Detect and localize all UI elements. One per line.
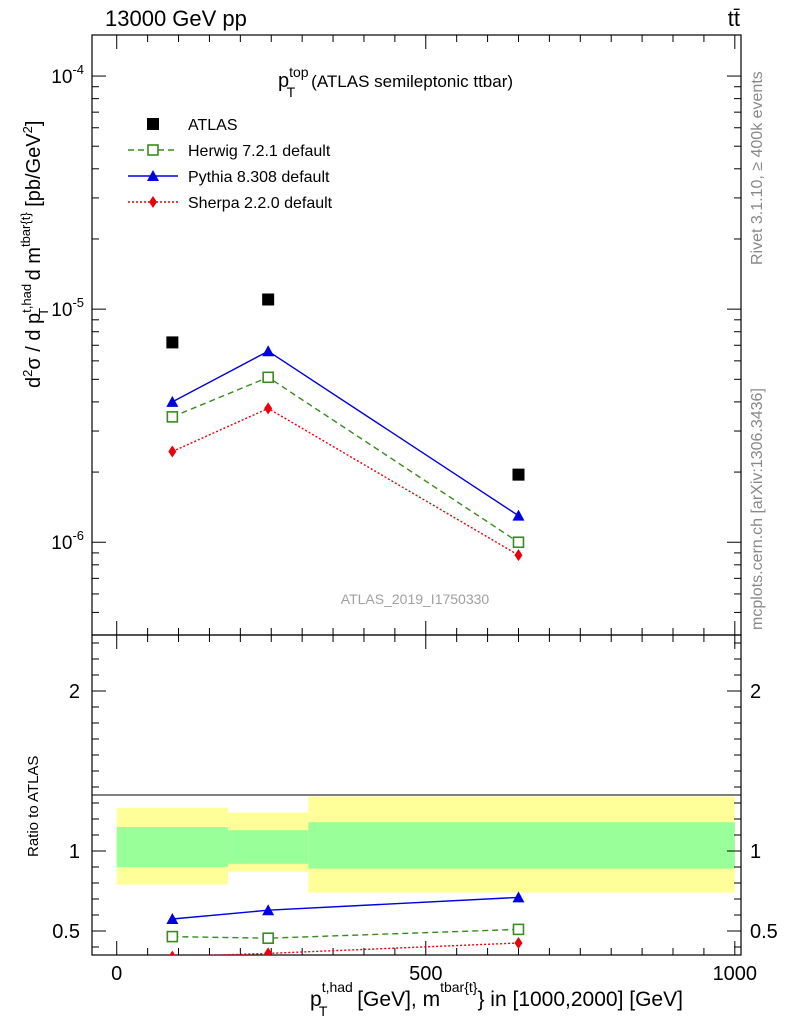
sherpa-point [168,445,177,458]
legend-herwig-marker [147,144,159,156]
x-tick-label: 1000 [713,963,758,985]
plot-title: ptop T(ATLAS semileptonic ttbar) [278,64,513,100]
legend-atlas-label: ATLAS [188,117,238,134]
pythia-ratio-point [166,913,179,924]
legend-sherpa-label: Sherpa 2.2.0 default [188,195,333,212]
main-series-group [166,293,525,562]
herwig-ratio-point [166,930,179,943]
legend-sherpa-marker [149,196,157,208]
x-tick-label: 0 [111,963,122,985]
atlas-point [166,336,179,349]
sherpa-ratio-point [514,937,523,949]
legend-herwig-label: Herwig 7.2.1 default [188,143,331,160]
header-energy-label: 13000 GeV pp [105,6,247,31]
main-y-axis-label: d2σ / d pt,had T d mtbar{t} [pb/GeV2] [18,121,51,388]
x-axis-label: pt,had T [GeV], mtbar{t}} in [1000,2000] … [310,979,683,1019]
atlas-point [512,468,525,481]
ratio-uncertainty-bands [116,796,735,893]
pythia-point [512,509,525,521]
axis-ticks [92,35,741,955]
legend-atlas-marker [147,118,159,130]
main-y-tick-label: 10-6 [51,528,84,554]
analysis-watermark: ATLAS_2019_I1750330 [341,591,490,607]
legend-pythia-label: Pythia 8.308 default [188,169,330,186]
main-y-tick-label: 10-5 [51,295,84,321]
legend: ATLAS Herwig 7.2.1 default Pythia 8.308 de… [128,117,333,212]
ratio-y-tick-label-right: 1 [750,841,761,863]
axis-tick-labels: 0 500 1000 10-6 10-5 10-4 0.5 0.5 1 1 2 2 [51,62,778,985]
pythia-line [172,350,519,517]
ratio-y-tick-label-right: 0.5 [750,921,778,943]
ratio-y-axis-label: Ratio to ATLAS [25,756,42,857]
atlas-point [262,293,275,306]
mcplots-reference-label: mcplots.cern.ch [arXiv:1306.3436] [749,388,766,630]
legend-pythia-marker [147,170,159,181]
herwig-point [166,411,179,423]
sherpa-ratio-point [169,950,176,955]
pythia-point [166,395,179,407]
header-process-label: tt̄ [728,6,740,31]
herwig-ratio-point [512,923,525,936]
ratio-y-tick-label-left: 1 [69,841,80,863]
herwig-ratio-point [262,932,274,945]
herwig-ratio-line [172,928,519,939]
pythia-ratio-point [262,904,275,916]
ratio-inner-band-1 [227,830,309,864]
x-tick-label: 500 [409,963,442,985]
ratio-inner-band-0 [116,827,228,867]
ratio-inner-band-2 [308,822,735,869]
ratio-y-tick-label-left: 2 [69,681,80,703]
ratio-y-tick-label-right: 2 [750,681,761,703]
sherpa-point [264,402,273,415]
pythia-ratio-line [172,896,519,920]
sherpa-point [514,549,523,562]
herwig-point [512,536,525,549]
pythia-ratio-point [512,891,525,903]
sherpa-ratio-point [264,947,273,955]
ratio-y-tick-label-left: 0.5 [52,921,80,943]
ratio-series-group [166,891,525,955]
rivet-version-label: Rivet 3.1.10, ≥ 400k events [749,71,766,265]
pythia-point [262,345,275,357]
herwig-point [262,371,274,384]
main-y-tick-label: 10-4 [51,62,84,88]
